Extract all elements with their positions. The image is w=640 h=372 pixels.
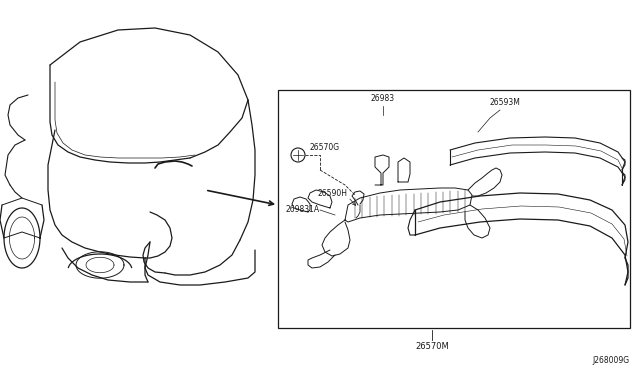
Text: 26570M: 26570M xyxy=(415,342,449,351)
Text: 26570G: 26570G xyxy=(310,143,340,152)
Text: 26593M: 26593M xyxy=(490,98,521,107)
Text: 26983: 26983 xyxy=(371,94,395,103)
Text: 26590H: 26590H xyxy=(318,189,348,198)
Text: J268009G: J268009G xyxy=(593,356,630,365)
Bar xyxy=(278,90,630,328)
Text: 269831A: 269831A xyxy=(285,205,319,215)
